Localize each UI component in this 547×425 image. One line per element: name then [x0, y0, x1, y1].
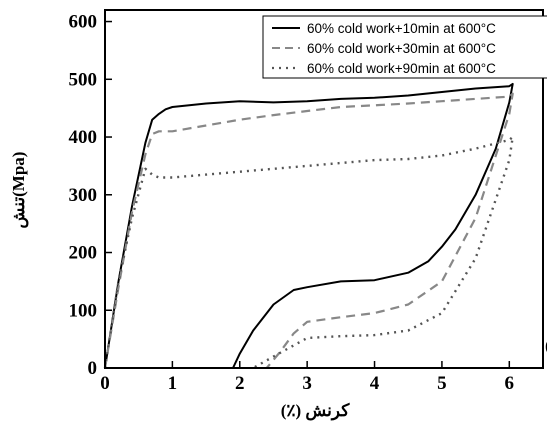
- x-tick-label: 0: [100, 373, 110, 394]
- y-axis-label: تنش(Mpa): [9, 152, 29, 229]
- plot-frame: [104, 9, 544, 369]
- y-tick-label: 300: [69, 185, 98, 206]
- legend: 60% cold work+10min at 600°C 60% cold wo…: [262, 15, 547, 79]
- ticks-layer: 0 1 2 3 4 5 6 0 100 200 300 400 500 600: [69, 12, 515, 394]
- y-tick-label: 100: [69, 300, 98, 321]
- x-axis-label: کرنش (٪): [281, 401, 350, 421]
- legend-box: [262, 15, 547, 79]
- y-tick-label: 200: [69, 243, 98, 264]
- y-tick-label: 500: [69, 69, 98, 90]
- legend-label-30min: 60% cold work+30min at 600°C: [307, 41, 496, 56]
- legend-label-10min: 60% cold work+10min at 600°C: [307, 21, 496, 36]
- x-tick-label: 4: [370, 373, 380, 394]
- x-tick-label: 1: [168, 373, 178, 394]
- series-line-1: [103, 92, 514, 369]
- legend-label-90min: 60% cold work+90min at 600°C: [307, 61, 496, 76]
- series-layer: [103, 82, 514, 370]
- x-tick-label: 6: [505, 373, 515, 394]
- y-tick-label: 600: [69, 12, 98, 33]
- panel-label: ب): [545, 336, 547, 355]
- y-tick-label: 0: [88, 358, 98, 379]
- series-line-2: [103, 135, 514, 370]
- series-line-0: [104, 82, 514, 369]
- y-tick-label: 400: [69, 127, 98, 148]
- x-tick-label: 2: [235, 373, 245, 394]
- x-tick-label: 5: [437, 373, 447, 394]
- x-tick-label: 3: [302, 373, 312, 394]
